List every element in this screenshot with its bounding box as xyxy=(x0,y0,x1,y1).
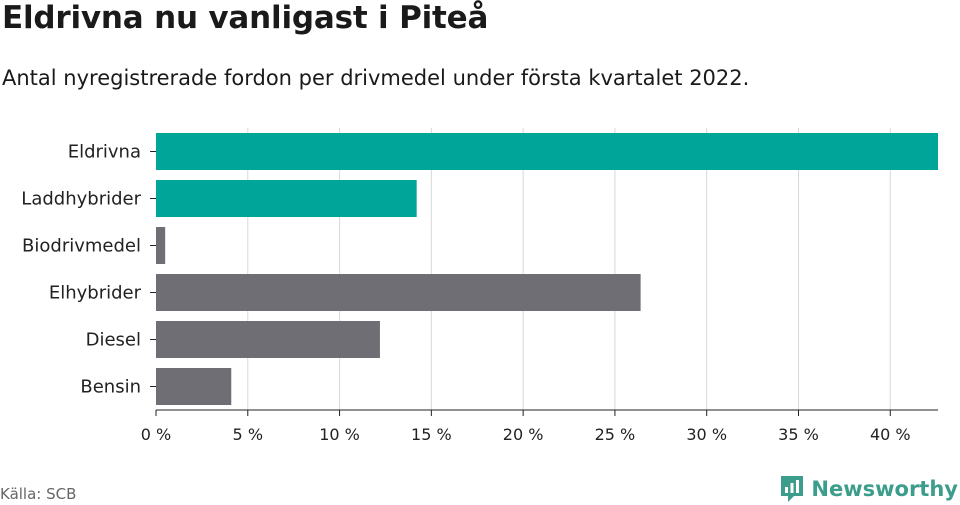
category-label: Biodrivmedel xyxy=(22,236,141,257)
chart-title: Eldrivna nu vanligast i Piteå xyxy=(2,0,489,36)
bar-bensin xyxy=(156,368,232,405)
bar-laddhybrider xyxy=(156,180,417,217)
category-label: Elhybrider xyxy=(49,283,142,304)
x-tick-label: 20 % xyxy=(503,425,544,444)
grid-lines xyxy=(247,128,891,410)
x-tick-label: 10 % xyxy=(319,425,360,444)
category-labels: Eldrivna Laddhybrider Biodrivmedel Elhybrid… xyxy=(21,142,156,398)
x-tick-label: 15 % xyxy=(411,425,452,444)
bar-diesel xyxy=(156,321,380,358)
category-label: Laddhybrider xyxy=(21,189,141,210)
bar-elhybrider xyxy=(156,274,641,311)
x-tick-label: 30 % xyxy=(686,425,727,444)
x-tick-label: 25 % xyxy=(595,425,636,444)
chart-subtitle: Antal nyregistrerade fordon per drivmede… xyxy=(2,66,750,90)
bars xyxy=(156,133,938,405)
x-tick-label: 0 % xyxy=(141,425,171,444)
bar-eldrivna xyxy=(156,133,938,170)
x-tick-label: 35 % xyxy=(778,425,819,444)
brand[interactable]: Newsworthy xyxy=(779,474,958,504)
category-label: Bensin xyxy=(80,377,141,398)
brand-name: Newsworthy xyxy=(811,477,958,501)
x-axis: 0 % 5 % 10 % 15 % 20 % 25 % 30 % 35 % 40 % xyxy=(141,409,938,444)
x-tick-label: 40 % xyxy=(870,425,911,444)
x-tick-label: 5 % xyxy=(233,425,263,444)
source-note: Källa: SCB xyxy=(0,485,77,503)
category-label: Diesel xyxy=(86,330,141,351)
newsworthy-logo-icon xyxy=(781,476,804,502)
bar-biodrivmedel xyxy=(156,227,166,264)
category-label: Eldrivna xyxy=(68,142,141,163)
